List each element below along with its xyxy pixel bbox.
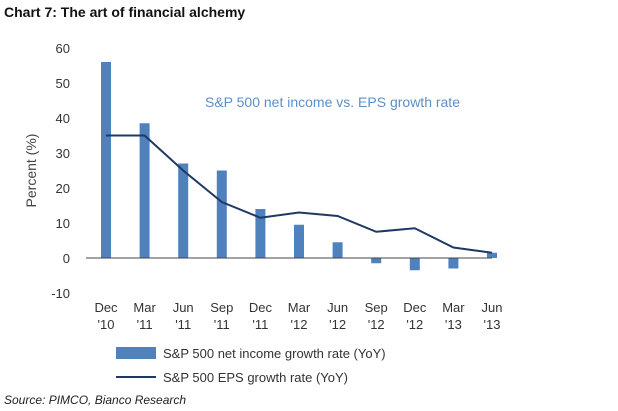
legend: S&P 500 net income growth rate (YoY) S&P… — [116, 346, 386, 385]
x-tick-label: Mar '12 — [288, 300, 311, 332]
x-tick-label: Dec '12 — [403, 300, 427, 332]
y-tick-label: 20 — [56, 181, 70, 196]
x-axis: Dec '10 Mar '11 Jun '11 Sep '11 Dec '11 Mar '12 Jun '… — [94, 300, 502, 332]
net-income-bar — [332, 242, 343, 258]
chart-annotation: S&P 500 net income vs. EPS growth rate — [205, 94, 460, 110]
x-tick-label: Mar '11 — [133, 300, 156, 332]
bar-series — [101, 62, 497, 271]
legend-bar-label: S&P 500 net income growth rate (YoY) — [163, 346, 386, 361]
x-tick-label: Dec '11 — [249, 300, 273, 332]
net-income-bar — [294, 224, 304, 258]
y-tick-label: 0 — [63, 251, 70, 266]
net-income-bar — [371, 258, 382, 264]
y-axis: -10 0 10 20 30 40 50 60 — [51, 41, 70, 301]
y-tick-label: 60 — [56, 41, 70, 56]
net-income-bar — [487, 252, 497, 258]
net-income-bar — [101, 62, 111, 258]
net-income-bar — [255, 209, 266, 258]
x-tick-label: Sep '12 — [365, 300, 388, 332]
x-tick-label: Jun '11 — [173, 300, 194, 332]
net-income-bar — [409, 258, 420, 271]
y-tick-label: -10 — [51, 286, 70, 301]
legend-bar-swatch — [116, 347, 156, 359]
y-tick-label: 40 — [56, 111, 70, 126]
chart-title: Chart 7: The art of financial alchemy — [4, 4, 246, 20]
net-income-bar — [216, 170, 227, 258]
x-tick-label: Dec '10 — [94, 300, 118, 332]
x-tick-label: Mar '13 — [442, 300, 465, 332]
x-tick-label: Jun '12 — [327, 300, 348, 332]
y-tick-label: 50 — [56, 76, 70, 91]
net-income-bar — [139, 123, 150, 258]
net-income-bar — [448, 258, 459, 269]
y-axis-label: Percent (%) — [23, 134, 39, 208]
y-tick-label: 10 — [56, 216, 70, 231]
source-note: Source: PIMCO, Bianco Research — [4, 393, 187, 407]
x-tick-label: Sep '11 — [210, 300, 233, 332]
legend-line-label: S&P 500 EPS growth rate (YoY) — [163, 370, 348, 385]
eps-growth-line — [106, 134, 493, 254]
net-income-bar — [178, 163, 189, 258]
x-tick-label: Jun '13 — [482, 300, 503, 332]
y-tick-label: 30 — [56, 146, 70, 161]
